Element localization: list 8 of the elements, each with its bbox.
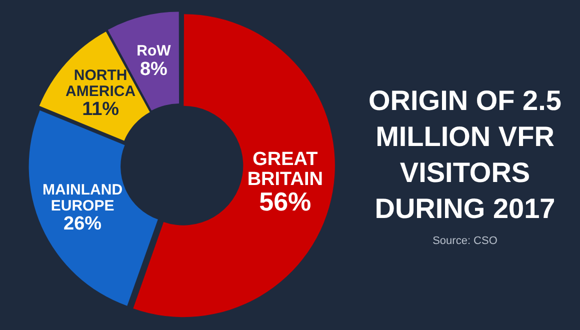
slice-label: NORTH AMERICA — [66, 66, 136, 100]
data-label: 8% — [140, 58, 168, 80]
source-note: Source: CSO — [432, 235, 498, 247]
text: ORIGIN OF 2.5 MILLION VFR VISITORS DURING 2017 — [368, 84, 562, 226]
data-label: 26% — [64, 214, 102, 235]
slice-label: MAINLAND EUROPE — [42, 182, 123, 215]
data-label: 11% — [82, 98, 120, 120]
slice-label: RoW — [136, 42, 172, 60]
